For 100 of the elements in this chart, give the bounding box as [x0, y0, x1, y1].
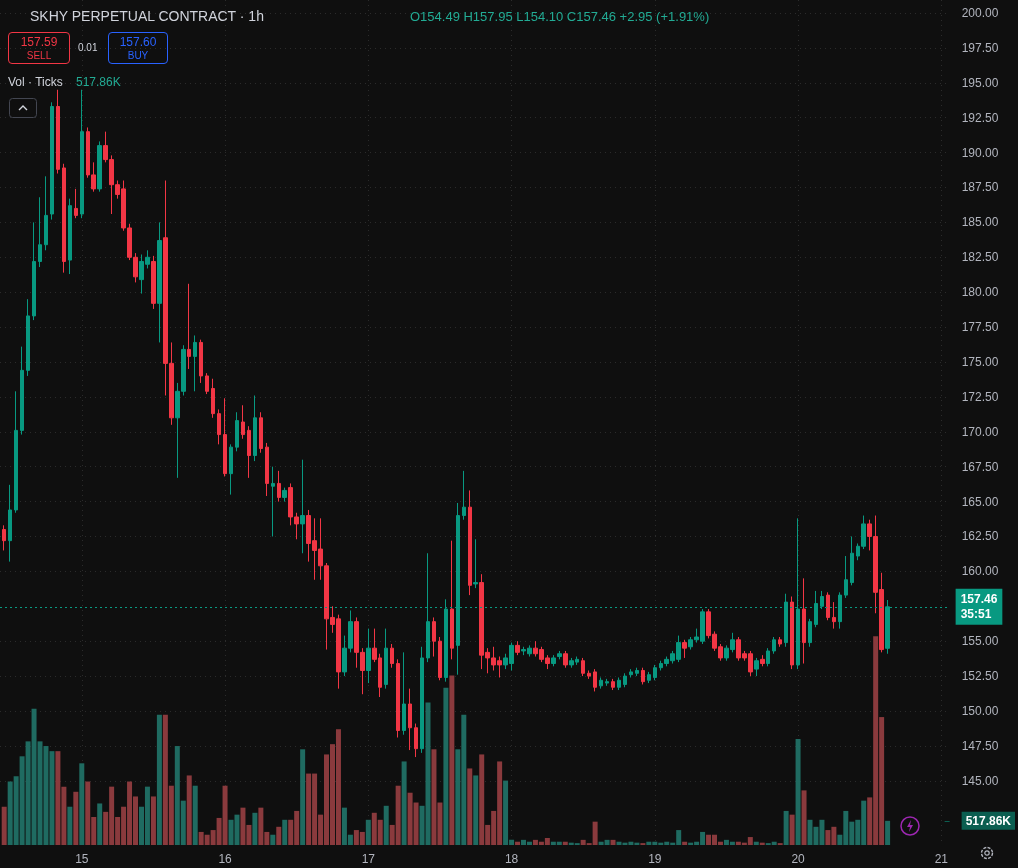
candlestick: [641, 667, 645, 685]
candlestick: [408, 688, 412, 751]
bar: [1, 806, 7, 845]
bar: [270, 834, 276, 845]
candlestick: [271, 466, 275, 537]
candlestick: [653, 664, 657, 681]
candlestick: [253, 394, 257, 462]
candlestick: [420, 646, 424, 754]
x-tick-label: 16: [218, 852, 233, 866]
candlestick: [850, 535, 854, 586]
candlestick: [390, 643, 394, 669]
bar: [467, 768, 473, 845]
annotation: 157.60: [118, 35, 158, 49]
candlestick: [468, 489, 472, 596]
candlestick: [605, 678, 609, 687]
candlestick: [587, 670, 591, 680]
candlestick: [754, 657, 759, 677]
x-tick-label: 21: [934, 852, 949, 866]
text: SKHY PERPETUAL CONTRACT · 1h: [30, 8, 264, 24]
x-tick-label: 17: [361, 852, 376, 866]
y-tick-label: 185.00: [961, 215, 999, 230]
bar: [801, 790, 807, 845]
candlestick: [473, 538, 478, 589]
candlestick: [199, 339, 203, 384]
bar: [885, 820, 891, 845]
candlestick: [414, 723, 418, 758]
candlestick: [32, 221, 36, 321]
bar: [610, 839, 616, 845]
candlestick: [563, 650, 568, 669]
candlestick: [844, 555, 848, 599]
y-tick-label: 170.00: [961, 424, 999, 439]
annotation: 517.86K: [76, 75, 121, 89]
x-tick-label: 18: [504, 852, 519, 866]
bar: [97, 803, 103, 845]
candlestick: [760, 654, 765, 667]
candlestick: [593, 668, 597, 692]
x-tick-label: 15: [75, 852, 89, 866]
candlestick: [20, 346, 24, 436]
candlestick: [211, 378, 215, 419]
candlestick: [778, 636, 782, 648]
bar: [156, 714, 162, 845]
y-tick-label: 175.00: [961, 354, 999, 369]
candlestick: [300, 459, 305, 554]
candlestick: [151, 255, 156, 310]
candlestick: [157, 221, 162, 343]
candlestick: [282, 487, 287, 503]
candlestick: [26, 298, 30, 377]
bar: [79, 763, 85, 845]
bar: [276, 826, 282, 845]
candlestick: [50, 101, 54, 221]
candlestick: [450, 540, 454, 660]
bar: [67, 806, 73, 845]
candlestick: [193, 334, 197, 392]
y-tick-label: 165.00: [961, 494, 999, 509]
candlestick: [259, 411, 263, 454]
candlestick: [68, 198, 72, 275]
ref-line-label: 157.46 35:51: [960, 592, 998, 622]
candlestick: [790, 596, 794, 670]
y-tick-label: 147.50: [961, 738, 999, 753]
bar: [282, 819, 288, 845]
x-tick-label: 19: [648, 852, 662, 866]
text: O154.49 H157.95 L154.10 C157.46 +2.95 (+1.91%): [410, 9, 710, 24]
bar: [150, 796, 156, 845]
y-tick-label: 155.00: [961, 634, 999, 649]
y-tick-label: 190.00: [961, 145, 999, 160]
y-tick-label: 167.50: [961, 459, 999, 474]
candlestick: [223, 397, 227, 477]
candlestick: [438, 636, 442, 681]
annotation: BUY: [126, 50, 150, 61]
candlestick: [247, 425, 251, 479]
y-tick-label: 160.00: [961, 564, 999, 579]
candlestick: [8, 484, 12, 563]
candlestick: [551, 654, 556, 667]
y-tick-label: 150.00: [961, 703, 999, 718]
candlestick: [277, 470, 281, 503]
candlestick: [217, 408, 221, 445]
candlestick: [2, 524, 6, 551]
y2-tick-label: 517.86K: [965, 813, 1012, 828]
candlestick: [97, 140, 102, 193]
y-tick-label: 162.50: [961, 529, 999, 544]
y-tick-label: 192.50: [961, 110, 999, 125]
y-tick-label: 152.50: [961, 669, 999, 684]
candlestick: [766, 647, 770, 667]
candlestick: [187, 283, 191, 370]
candlestick: [229, 443, 233, 496]
y-tick-label: 200.00: [961, 5, 999, 20]
y-tick-label: 197.50: [961, 40, 999, 55]
candlestick: [581, 657, 585, 677]
annotation: 157.59: [19, 35, 59, 49]
candlestick: [80, 89, 84, 219]
candlestick: [402, 651, 406, 736]
candlestick: [832, 601, 836, 630]
candlestick: [635, 667, 639, 677]
candlestick: [205, 372, 209, 395]
candlestick: [235, 411, 239, 452]
x-tick-label: 20: [791, 852, 806, 866]
candlestick: [515, 640, 520, 656]
candlestick: [62, 163, 66, 274]
candlestick: [44, 175, 48, 251]
candlestick: [599, 676, 603, 690]
